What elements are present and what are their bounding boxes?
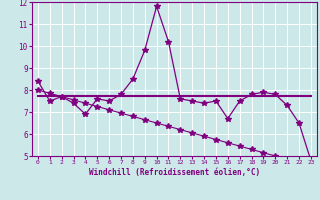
X-axis label: Windchill (Refroidissement éolien,°C): Windchill (Refroidissement éolien,°C) xyxy=(89,168,260,177)
